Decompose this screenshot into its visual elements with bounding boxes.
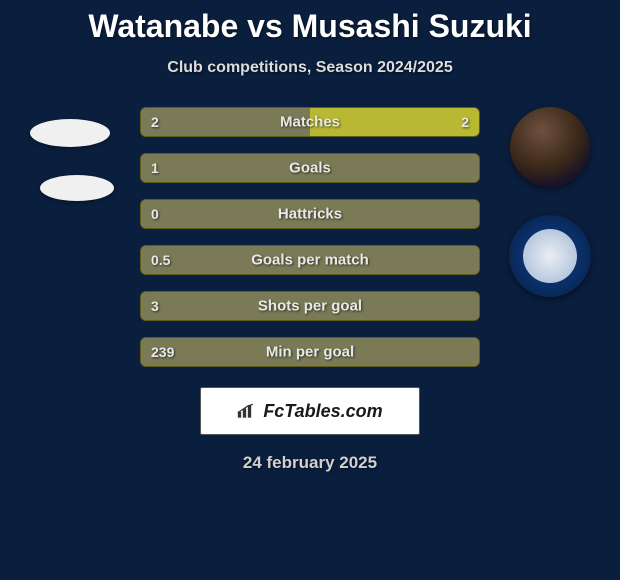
stat-value-left: 1 <box>151 160 159 176</box>
player-left-avatar-2 <box>40 175 114 201</box>
stat-row: 3 Shots per goal <box>140 291 480 321</box>
stat-label: Hattricks <box>278 206 342 223</box>
stat-row: 0 Hattricks <box>140 199 480 229</box>
stat-row: 1 Goals <box>140 153 480 183</box>
comparison-content: 2 2 Matches 1 Goals 0 Hattricks 0.5 Goals per ma… <box>0 107 620 377</box>
stat-label: Min per goal <box>266 344 354 361</box>
branding-text: FcTables.com <box>263 401 382 422</box>
stat-label: Goals <box>289 160 331 177</box>
stat-label: Shots per goal <box>258 298 362 315</box>
stat-value-left: 2 <box>151 114 159 130</box>
stat-row: 239 Min per goal <box>140 337 480 367</box>
stat-value-left: 3 <box>151 298 159 314</box>
stat-label: Matches <box>280 114 340 131</box>
page-title: Watanabe vs Musashi Suzuki <box>0 0 620 45</box>
page-subtitle: Club competitions, Season 2024/2025 <box>0 59 620 77</box>
branding-badge: FcTables.com <box>200 387 420 435</box>
stat-row: 2 2 Matches <box>140 107 480 137</box>
stat-value-left: 239 <box>151 344 174 360</box>
branding-chart-icon <box>237 403 257 419</box>
stat-row: 0.5 Goals per match <box>140 245 480 275</box>
club-right-badge <box>509 215 591 297</box>
right-avatar-column <box>500 107 600 297</box>
player-right-avatar-1 <box>510 107 590 187</box>
stat-value-right: 2 <box>461 114 469 130</box>
date-label: 24 february 2025 <box>0 453 620 473</box>
stat-label: Goals per match <box>251 252 369 269</box>
comparison-bars: 2 2 Matches 1 Goals 0 Hattricks 0.5 Goals per ma… <box>140 107 480 383</box>
stat-value-left: 0.5 <box>151 252 170 268</box>
stat-value-left: 0 <box>151 206 159 222</box>
left-avatar-column <box>20 107 120 201</box>
player-left-avatar-1 <box>30 119 110 147</box>
